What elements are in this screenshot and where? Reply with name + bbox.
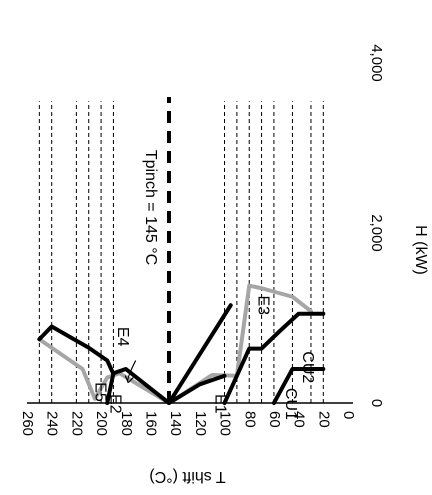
series-e3-line: [222, 311, 326, 405]
h-axis-title: H (kW): [412, 225, 429, 275]
t-tick-label: 20: [315, 411, 332, 428]
h-tick-labels: 0 2,000 4,000: [368, 44, 385, 407]
t-tick-label: 220: [68, 411, 85, 436]
t-tick-label: 180: [118, 411, 135, 436]
series-e2-line: [105, 367, 227, 405]
t-tick-label: 120: [192, 411, 209, 436]
t-tick-label: 260: [19, 411, 36, 436]
t-tick-label: 240: [44, 411, 61, 436]
e4-label: E4: [114, 327, 131, 347]
h-tick-label: 0: [368, 399, 385, 407]
t-shift-tick-labels: 260 240 220 200 180 160 140 120 100 80 60 40 20 0: [19, 411, 357, 436]
t-tick-label: 160: [142, 411, 159, 436]
t-tick-label: 100: [217, 411, 234, 436]
series-e5-line: [37, 324, 116, 377]
t-tick-label: 80: [241, 411, 258, 428]
pinch-label: Tpinch = 145 °C: [142, 150, 159, 265]
series-cu1-line: [271, 367, 326, 405]
interval-lines: [38, 101, 324, 403]
e4-leader-arrow: [124, 360, 137, 384]
t-tick-label: 60: [266, 411, 283, 428]
t-tick-label: 40: [291, 411, 308, 428]
e2-label: E2: [106, 394, 123, 414]
h-tick-label: 2,000: [368, 214, 385, 252]
cu1-label: CU1: [282, 388, 299, 420]
h-tick-label: 4,000: [368, 44, 385, 82]
t-tick-label: 0: [340, 411, 357, 419]
series-e1-line: [166, 303, 233, 405]
stream-labels: E4 E5 E2 E1 E3 CU1 CU2: [92, 295, 316, 419]
t-tick-label: 140: [167, 411, 184, 436]
t-tick-label: 200: [93, 411, 110, 436]
cu2-label: CU2: [299, 351, 316, 383]
series-lines: [37, 283, 326, 405]
e5-label: E5: [92, 382, 109, 402]
e3-label: E3: [255, 295, 272, 315]
e1-label: E1: [211, 394, 228, 414]
t-shift-axis-title: T shift (°C): [149, 468, 225, 485]
